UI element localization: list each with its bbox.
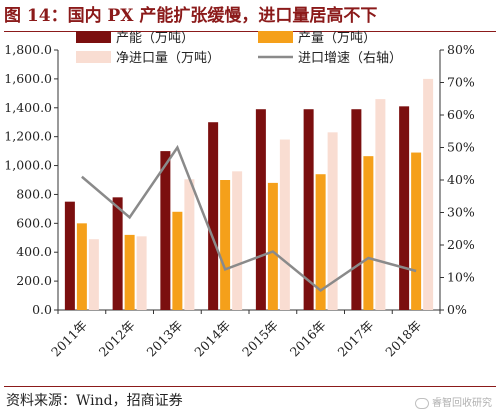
right-tick-label: 10% [447, 270, 475, 285]
legend-swatch [258, 31, 293, 43]
bar-net-import [136, 236, 147, 310]
legend-import-growth: 进口增速（右轴） [258, 51, 402, 66]
legend-label: 产量（万吨） [298, 31, 376, 46]
x-tick-label: 2015年 [239, 318, 281, 360]
bar-net-import [279, 139, 290, 310]
right-tick-label: 70% [447, 75, 475, 90]
legend-label: 净进口量（万吨） [116, 51, 220, 66]
legend-swatch [76, 51, 111, 63]
watermark: 睿智回收研究 [415, 394, 492, 409]
left-tick-label: 600.0 [16, 215, 52, 230]
bar-output [411, 152, 422, 310]
legend-net-import: 净进口量（万吨） [76, 51, 220, 66]
x-tick-label: 2011年 [48, 318, 90, 360]
left-tick-label: 1,200.0 [4, 129, 52, 144]
x-tick-label: 2014年 [191, 318, 233, 360]
legend: 产能（万吨） 产量（万吨） 净进口量（万吨） 进口增速（右轴） [76, 31, 402, 66]
bar-capacity [303, 109, 314, 310]
bar-output [267, 182, 278, 310]
bar-capacity [208, 122, 219, 310]
bar-capacity [351, 109, 362, 310]
right-tick-label: 40% [447, 172, 475, 187]
left-tick-label: 1,600.0 [4, 71, 52, 86]
legend-capacity: 产能（万吨） [76, 31, 194, 46]
x-tick-label: 2012年 [96, 318, 138, 360]
bars [64, 78, 434, 310]
bar-output [363, 156, 374, 310]
left-tick-label: 800.0 [16, 186, 52, 201]
x-tick-label: 2018年 [382, 318, 424, 360]
right-tick-label: 60% [447, 107, 475, 122]
bar-net-import [184, 179, 195, 310]
left-tick-label: 1,000.0 [4, 158, 52, 173]
bar-net-import [327, 132, 338, 310]
legend-swatch [76, 31, 111, 43]
axes [54, 49, 444, 314]
bar-capacity [399, 106, 410, 310]
left-tick-label: 400.0 [16, 244, 52, 259]
bar-net-import [423, 78, 434, 310]
wechat-icon [415, 397, 429, 409]
source-divider [4, 386, 496, 387]
left-tick-label: 200.0 [16, 273, 52, 288]
source-note: 资料来源：Wind，招商证券 [6, 393, 183, 409]
bar-output [172, 211, 183, 310]
right-tick-label: 80% [447, 42, 475, 57]
right-tick-label: 0% [447, 302, 467, 317]
legend-label: 进口增速（右轴） [298, 51, 402, 66]
bar-capacity [112, 197, 123, 310]
left-tick-label: 0.0 [32, 302, 52, 317]
line-import-growth [81, 144, 417, 293]
bar-output [315, 174, 326, 310]
right-tick-label: 50% [447, 140, 475, 155]
bar-net-import [88, 239, 99, 310]
legend-label: 产能（万吨） [116, 31, 194, 46]
bar-net-import [232, 171, 243, 310]
line-series [81, 144, 417, 293]
watermark-text: 睿智回收研究 [432, 398, 492, 409]
bar-capacity [64, 201, 75, 310]
x-tick-label: 2013年 [144, 318, 186, 360]
title-divider [4, 31, 496, 32]
bar-output [124, 234, 135, 310]
x-tick-label: 2017年 [335, 318, 377, 360]
figure-title: 图 14：国内 PX 产能扩张缓慢，进口量居高不下 [4, 6, 378, 26]
bar-output [220, 180, 231, 310]
x-tick-label: 2016年 [287, 318, 329, 360]
right-tick-label: 30% [447, 205, 475, 220]
legend-output: 产量（万吨） [258, 31, 376, 46]
left-tick-label: 1,400.0 [4, 100, 52, 115]
bar-capacity [160, 151, 171, 310]
bar-capacity [255, 109, 266, 310]
right-tick-label: 20% [447, 237, 475, 252]
bar-net-import [375, 99, 386, 310]
left-tick-label: 1,800.0 [4, 42, 52, 57]
bar-output [76, 223, 87, 310]
